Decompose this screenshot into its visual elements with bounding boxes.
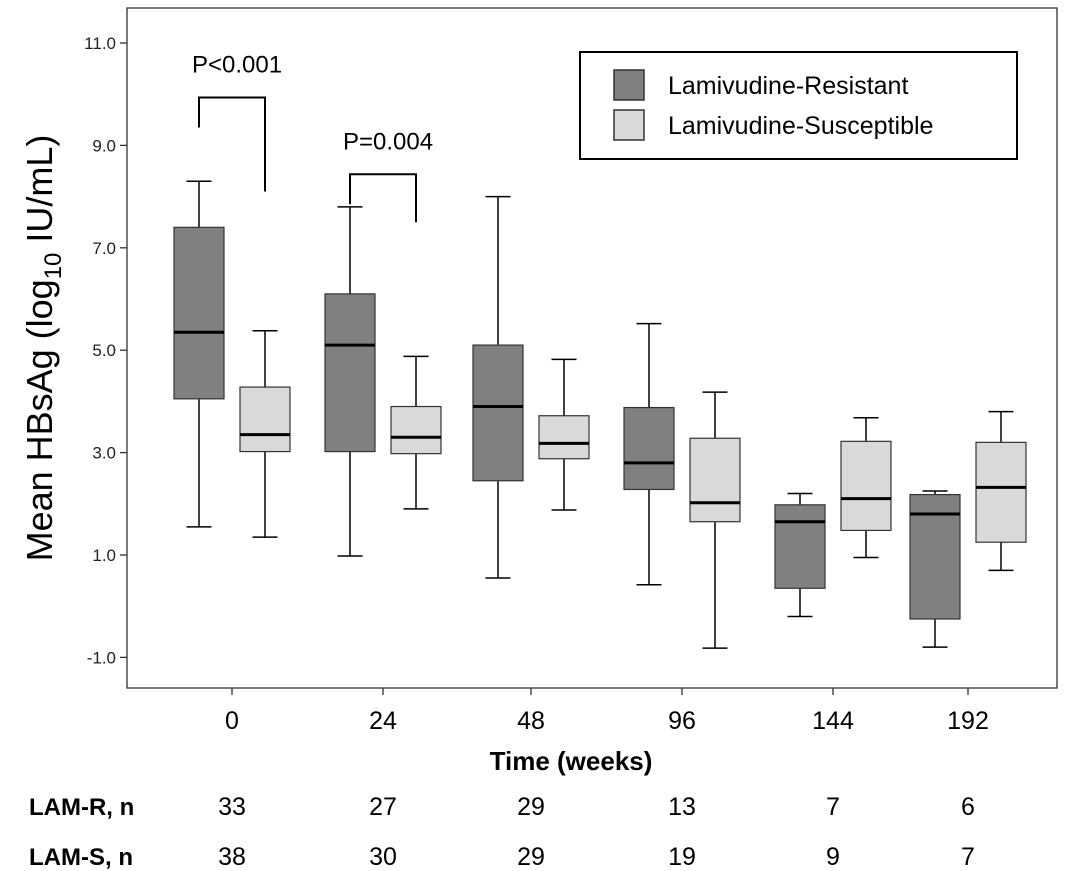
count-value: 30 bbox=[369, 843, 397, 871]
box-resistant-48 bbox=[472, 195, 524, 579]
x-axis-title: Time (weeks) bbox=[490, 746, 653, 776]
box-iqr bbox=[472, 344, 524, 482]
bracket-line bbox=[198, 96, 266, 192]
box-iqr bbox=[774, 504, 826, 589]
legend-swatch bbox=[613, 69, 645, 101]
box-iqr bbox=[239, 386, 291, 453]
x-tick-label: 48 bbox=[517, 707, 545, 735]
y-tick-label: 3.0 bbox=[92, 444, 116, 463]
p-value-label: P<0.001 bbox=[192, 51, 282, 78]
y-axis-title-subscript: 10 bbox=[40, 253, 67, 280]
p-value-bracket: P=0.004 bbox=[343, 128, 433, 223]
box-iqr bbox=[623, 406, 675, 491]
x-tick-label: 96 bbox=[668, 707, 696, 735]
count-row-label: LAM-R, n bbox=[29, 794, 134, 821]
count-value: 19 bbox=[668, 843, 696, 871]
legend: Lamivudine-Resistant Lamivudine-Susceptib… bbox=[579, 51, 1018, 160]
y-tick-label: -1.0 bbox=[87, 648, 116, 667]
box-iqr bbox=[689, 437, 741, 523]
count-value: 9 bbox=[826, 843, 840, 871]
x-tick-label: 24 bbox=[369, 707, 397, 735]
count-value: 33 bbox=[218, 793, 246, 821]
box-iqr bbox=[538, 415, 590, 460]
legend-label: Lamivudine-Susceptible bbox=[668, 112, 933, 140]
box-iqr bbox=[324, 293, 376, 453]
count-value: 29 bbox=[517, 843, 545, 871]
y-tick-label: 11.0 bbox=[84, 34, 116, 53]
box-iqr bbox=[975, 441, 1027, 543]
count-value: 6 bbox=[961, 793, 975, 821]
box-resistant-0 bbox=[173, 180, 225, 528]
box-susceptible-144 bbox=[840, 417, 892, 559]
y-axis-title: Mean HBsAg (log10 IU/mL) bbox=[19, 135, 67, 562]
x-tick-label: 144 bbox=[812, 707, 854, 735]
y-tick-label: 9.0 bbox=[92, 136, 116, 155]
box-resistant-144 bbox=[774, 492, 826, 618]
count-value: 27 bbox=[369, 793, 397, 821]
y-tick-label: 1.0 bbox=[92, 546, 116, 565]
count-value: 7 bbox=[961, 843, 975, 871]
box-iqr bbox=[173, 226, 225, 400]
x-tick-label: 192 bbox=[947, 707, 989, 735]
box-resistant-96 bbox=[623, 322, 675, 586]
plot-frame bbox=[126, 7, 1058, 689]
p-value-bracket: P<0.001 bbox=[192, 51, 282, 192]
box-susceptible-192 bbox=[975, 410, 1027, 572]
count-value: 13 bbox=[668, 793, 696, 821]
box-iqr bbox=[840, 440, 892, 532]
legend-label: Lamivudine-Resistant bbox=[668, 72, 908, 100]
count-row-label: LAM-S, n bbox=[29, 844, 133, 871]
box-susceptible-24 bbox=[390, 355, 442, 510]
count-value: 29 bbox=[517, 793, 545, 821]
y-axis-title-suffix: IU/mL) bbox=[19, 135, 60, 253]
box-susceptible-48 bbox=[538, 358, 590, 511]
box-resistant-24 bbox=[324, 206, 376, 557]
count-value: 7 bbox=[826, 793, 840, 821]
box-resistant-192 bbox=[909, 490, 961, 648]
box-iqr bbox=[390, 405, 442, 455]
box-susceptible-0 bbox=[239, 329, 291, 538]
x-tick-label: 0 bbox=[225, 707, 239, 735]
count-value: 38 bbox=[218, 843, 246, 871]
legend-box bbox=[579, 51, 1018, 160]
box-susceptible-96 bbox=[689, 391, 741, 649]
y-tick-label: 5.0 bbox=[92, 341, 116, 360]
y-axis-title-prefix: Mean HBsAg (log bbox=[19, 279, 60, 561]
p-value-label: P=0.004 bbox=[343, 128, 433, 155]
legend-swatch bbox=[613, 109, 645, 141]
y-tick-label: 7.0 bbox=[92, 239, 116, 258]
bracket-line bbox=[349, 173, 417, 223]
